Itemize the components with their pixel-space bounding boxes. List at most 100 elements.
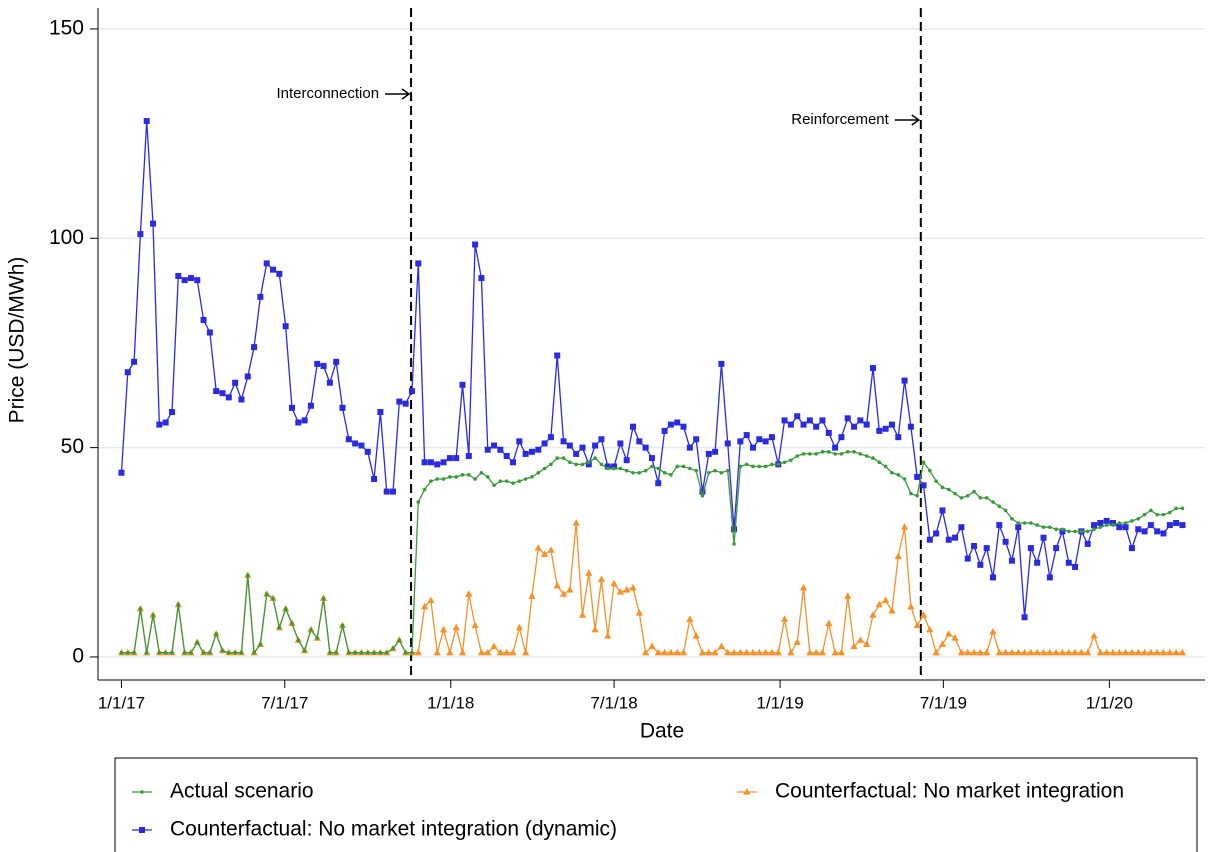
- marker: [1134, 648, 1142, 656]
- marker: [945, 536, 952, 543]
- marker: [1109, 648, 1117, 656]
- marker: [654, 648, 662, 656]
- marker: [845, 450, 850, 454]
- marker: [572, 518, 580, 526]
- marker: [549, 462, 553, 467]
- x-tick-label: 7/1/17: [261, 693, 308, 712]
- annotation-label: Reinforcement: [791, 111, 889, 128]
- marker: [724, 648, 732, 656]
- marker: [378, 650, 383, 655]
- marker: [921, 460, 926, 465]
- marker: [914, 473, 921, 480]
- marker: [946, 487, 951, 492]
- marker: [888, 606, 896, 614]
- marker: [604, 463, 611, 470]
- marker: [1072, 563, 1079, 570]
- marker: [1008, 648, 1016, 656]
- marker: [882, 596, 890, 604]
- marker: [965, 493, 970, 498]
- marker: [1130, 519, 1134, 523]
- marker: [819, 417, 826, 424]
- marker: [1153, 648, 1161, 656]
- marker: [618, 466, 623, 471]
- x-tick-label: 1/1/18: [427, 693, 474, 712]
- marker: [883, 464, 888, 469]
- marker: [932, 648, 940, 656]
- marker: [132, 650, 136, 655]
- marker: [978, 496, 983, 500]
- marker: [926, 625, 934, 633]
- marker: [713, 468, 717, 473]
- marker: [787, 648, 795, 656]
- marker: [181, 277, 188, 284]
- marker: [535, 446, 542, 453]
- marker: [372, 650, 376, 655]
- marker: [516, 438, 523, 445]
- marker: [901, 377, 908, 384]
- marker: [951, 634, 959, 641]
- marker: [441, 477, 446, 481]
- marker: [522, 648, 530, 656]
- marker: [997, 504, 1002, 509]
- marker: [1173, 519, 1180, 526]
- marker: [825, 429, 832, 436]
- marker: [125, 650, 130, 655]
- marker: [497, 446, 504, 453]
- marker: [1142, 512, 1147, 517]
- x-tick-label: 1/1/19: [756, 693, 803, 712]
- marker: [882, 425, 889, 432]
- marker: [869, 365, 876, 372]
- marker: [542, 466, 547, 471]
- marker: [648, 455, 655, 462]
- marker: [384, 650, 389, 655]
- marker: [200, 316, 207, 323]
- marker: [928, 468, 932, 473]
- marker: [1155, 512, 1159, 517]
- marker: [717, 642, 726, 650]
- marker: [643, 468, 648, 473]
- marker: [850, 642, 858, 650]
- marker: [724, 440, 731, 447]
- marker: [1116, 524, 1123, 531]
- marker: [503, 453, 510, 459]
- marker: [915, 493, 919, 498]
- marker: [1033, 648, 1041, 656]
- marker: [1136, 517, 1141, 521]
- marker: [844, 592, 852, 599]
- marker: [547, 434, 554, 441]
- marker: [743, 432, 750, 439]
- x-tick-label: 7/1/18: [590, 693, 637, 712]
- marker: [439, 625, 448, 633]
- x-tick-label: 7/1/19: [920, 693, 967, 712]
- marker: [976, 648, 984, 656]
- marker: [415, 260, 422, 267]
- marker: [144, 650, 149, 655]
- marker: [208, 650, 212, 655]
- marker: [377, 409, 384, 416]
- marker: [831, 648, 839, 656]
- marker: [283, 607, 288, 611]
- marker: [661, 427, 668, 434]
- marker: [637, 470, 642, 475]
- marker: [631, 470, 635, 475]
- marker: [1103, 517, 1110, 524]
- marker: [560, 438, 567, 445]
- marker: [776, 462, 781, 467]
- marker: [795, 454, 800, 458]
- marker: [282, 323, 289, 330]
- marker: [630, 423, 637, 430]
- marker: [1179, 522, 1186, 529]
- marker: [934, 479, 938, 483]
- marker: [926, 536, 933, 543]
- marker: [1174, 506, 1178, 511]
- marker: [440, 459, 447, 466]
- marker: [473, 477, 477, 481]
- marker: [1021, 614, 1028, 621]
- marker: [871, 456, 875, 460]
- marker: [585, 569, 593, 576]
- marker: [1172, 648, 1180, 656]
- marker: [984, 496, 989, 500]
- marker: [705, 450, 712, 457]
- marker: [1065, 648, 1073, 656]
- marker: [770, 462, 774, 467]
